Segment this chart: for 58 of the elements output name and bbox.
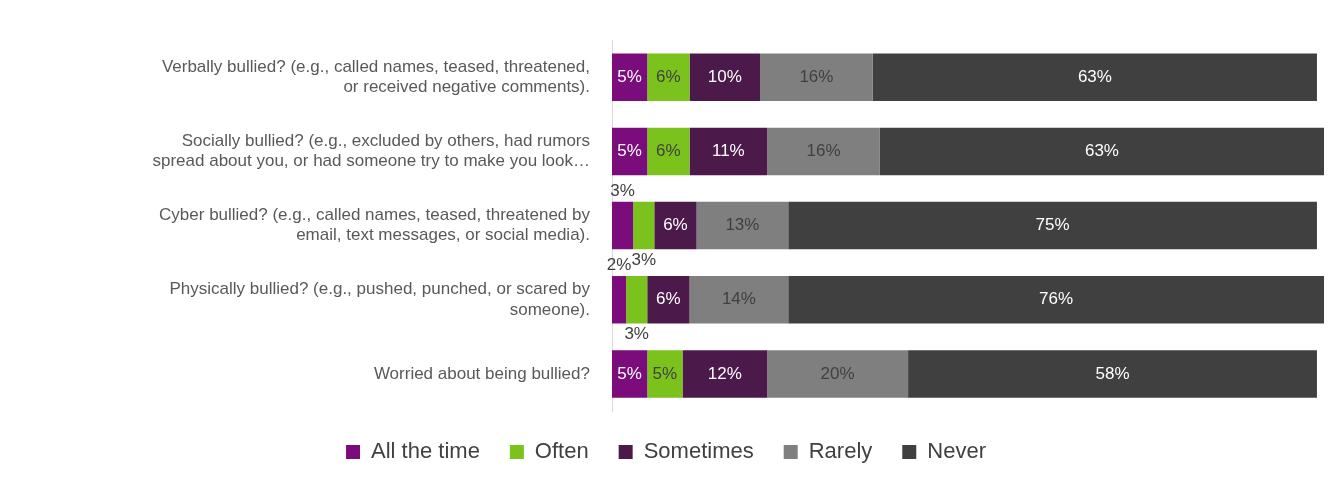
data-label: 58% [1095, 363, 1130, 383]
data-label: 6% [656, 289, 681, 309]
y-tick-label: Worried about being bullied? [373, 363, 590, 383]
bar [908, 350, 1317, 398]
data-label: 12% [707, 363, 742, 383]
bar [647, 350, 683, 398]
bar [654, 201, 697, 250]
bar [788, 276, 1324, 324]
bar [767, 127, 880, 176]
bar [879, 127, 1324, 176]
data-label: 3% [624, 324, 649, 344]
bar [696, 201, 789, 250]
data-label: 5% [617, 363, 642, 383]
bar [689, 127, 768, 176]
data-label: 5% [617, 141, 642, 161]
data-label: 6% [663, 215, 688, 235]
bar [682, 350, 768, 398]
legend-label: Often [534, 438, 589, 464]
legend-label: Sometimes [643, 438, 754, 464]
data-label: 5% [652, 363, 678, 383]
bar [626, 276, 648, 324]
bar [872, 53, 1317, 102]
bar [647, 127, 690, 176]
data-label: 6% [656, 141, 681, 161]
y-tick-label: Physically bullied? (e.g., pushed, punched, or scared by someone). [169, 279, 591, 319]
data-label: 3% [610, 180, 635, 200]
data-label: 13% [725, 215, 760, 235]
data-label: 76% [1039, 289, 1074, 309]
bar [647, 53, 690, 102]
data-label: 14% [721, 289, 756, 309]
legend-label: All the time [371, 438, 480, 464]
data-label: 63% [1084, 141, 1119, 161]
data-label: 3% [631, 250, 657, 270]
bar [767, 350, 909, 398]
data-label: 75% [1035, 215, 1070, 235]
bar [788, 201, 1317, 250]
bar [647, 276, 690, 324]
data-label: 20% [820, 363, 855, 383]
legend-label: Never [927, 438, 986, 464]
bar [612, 350, 648, 398]
data-label: 16% [799, 66, 834, 86]
data-label: 2% [606, 254, 632, 274]
data-label: 5% [617, 66, 642, 86]
data-label: 11% [711, 141, 745, 161]
legend-label: Rarely [808, 438, 873, 464]
data-label: 10% [707, 66, 742, 86]
y-tick-label: Verbally bullied? (e.g., called names, teased, threatened, or received negative comments). [161, 56, 590, 97]
bar [612, 276, 627, 324]
y-tick-label: Socially bullied? (e.g., excluded by others, had rumors spread about you, or had someone try to make you look… [152, 130, 590, 171]
data-label: 6% [656, 66, 681, 86]
bar [689, 53, 761, 102]
data-label: 63% [1077, 66, 1112, 86]
data-label: 16% [806, 141, 841, 161]
bar [633, 201, 655, 250]
bar [689, 276, 789, 324]
y-tick-label: Cyber bullied? (e.g., called names, teased, threatened by email, text messages, or social media). [159, 205, 591, 245]
bar [760, 53, 873, 102]
bar [612, 201, 634, 250]
